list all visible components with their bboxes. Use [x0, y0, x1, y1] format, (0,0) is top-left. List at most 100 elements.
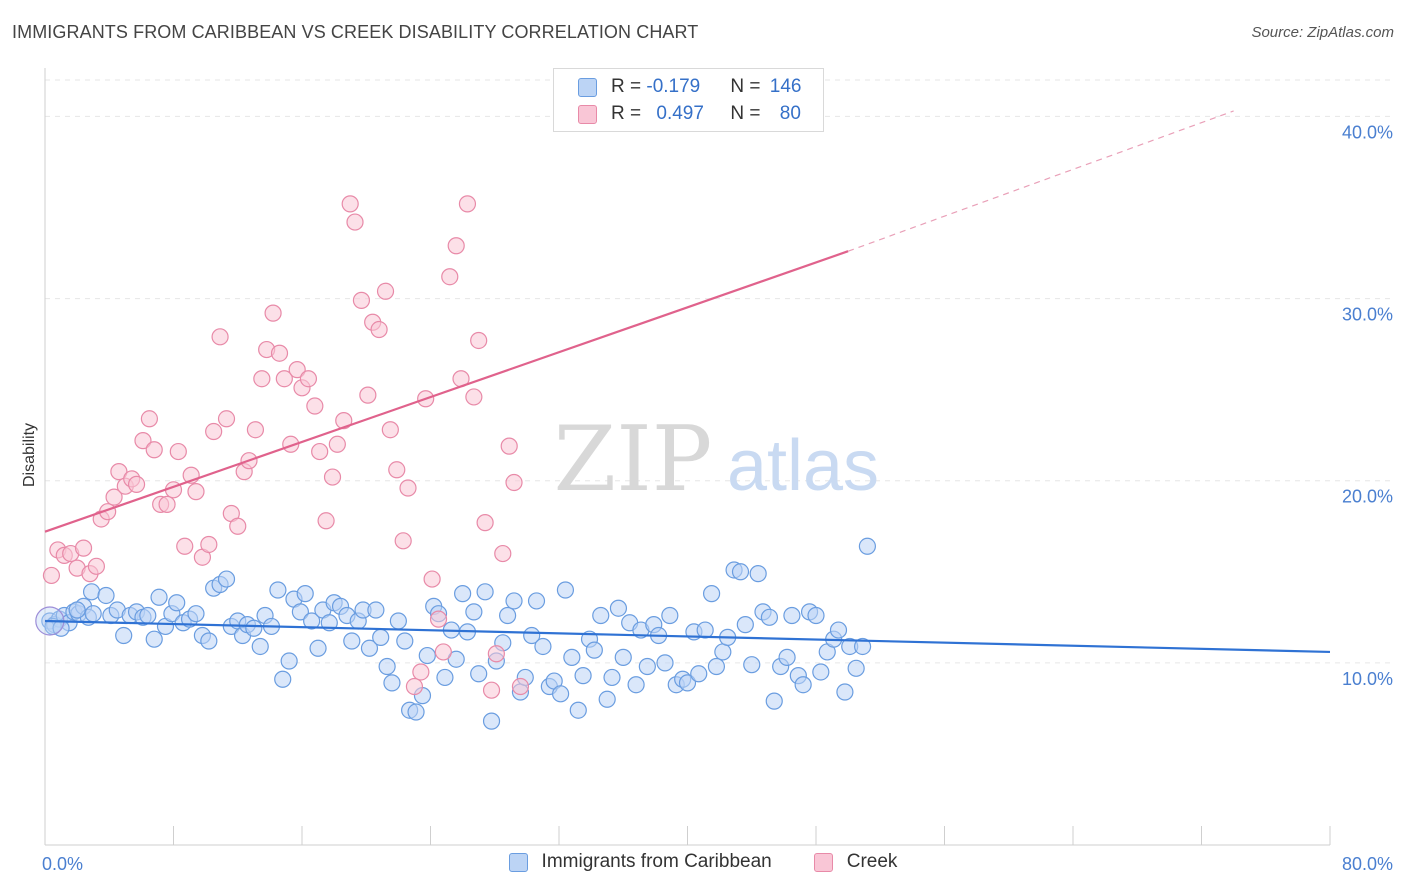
data-point	[470, 331, 488, 350]
series-swatch-caribbean	[508, 852, 528, 872]
data-point	[145, 630, 163, 648]
data-point	[251, 637, 269, 656]
axes	[44, 68, 1331, 846]
data-point	[291, 603, 309, 621]
data-point	[82, 583, 101, 601]
data-point	[264, 304, 282, 322]
y-tick-label: 10.0%	[1342, 669, 1393, 689]
data-point	[614, 648, 632, 666]
data-point	[505, 473, 523, 492]
data-point	[169, 442, 187, 461]
chart-title: IMMIGRANTS FROM CARIBBEAN VS CREEK DISAB…	[12, 22, 699, 42]
data-point	[447, 650, 465, 668]
data-point	[778, 648, 796, 666]
trend-line-0	[44, 619, 1331, 654]
data-point	[187, 483, 205, 501]
data-point	[574, 667, 592, 685]
data-point	[656, 654, 674, 672]
data-point	[702, 585, 721, 603]
data-point	[275, 370, 293, 388]
data-point	[829, 621, 848, 639]
data-point	[563, 648, 581, 666]
data-point	[110, 463, 128, 481]
data-point	[139, 606, 157, 625]
data-point	[176, 537, 194, 555]
x-tick-label: 80.0%	[1342, 854, 1393, 874]
data-point	[270, 344, 289, 362]
data-point	[482, 681, 501, 699]
data-point	[714, 643, 732, 661]
data-point	[783, 606, 801, 625]
data-point	[511, 677, 530, 696]
watermark-zip: ZIP	[554, 407, 713, 512]
series-name-creek: Creek	[846, 851, 898, 872]
series-legend-item-caribbean: Immigrants from Caribbean	[508, 851, 772, 873]
y-tick-label: 30.0%	[1342, 305, 1393, 325]
trend-line-extension-1	[847, 110, 1234, 252]
data-point	[360, 639, 379, 657]
data-point	[246, 421, 265, 439]
data-point	[381, 421, 399, 439]
data-point	[341, 195, 359, 213]
legend-n-value: 146	[769, 76, 802, 97]
data-point	[585, 641, 603, 659]
data-point	[150, 588, 168, 606]
data-point	[731, 563, 750, 581]
data-point	[418, 646, 436, 665]
data-point	[407, 703, 425, 721]
data-point	[378, 657, 396, 676]
data-point	[678, 674, 697, 692]
data-point	[187, 605, 205, 623]
data-point	[389, 612, 407, 630]
data-point	[603, 668, 621, 687]
data-point	[274, 670, 292, 688]
data-point	[134, 432, 152, 450]
data-point	[423, 570, 441, 588]
data-point	[858, 537, 877, 555]
data-point	[482, 712, 501, 730]
legend-r-value: -0.179	[646, 76, 701, 97]
data-point	[527, 592, 546, 610]
data-point	[140, 410, 159, 428]
y-tick-label: 20.0%	[1342, 487, 1393, 507]
data-point	[42, 566, 61, 585]
data-point	[52, 619, 70, 637]
data-point	[476, 514, 494, 532]
data-point	[812, 663, 830, 681]
data-point	[465, 603, 483, 621]
data-point	[84, 605, 102, 623]
data-point	[556, 581, 575, 599]
data-point	[394, 532, 412, 550]
tick-labels: 10.0% 20.0% 30.0% 40.0% 0.0% 80.0%	[42, 122, 1393, 874]
data-point	[323, 468, 342, 486]
data-point	[370, 320, 388, 339]
data-point	[158, 495, 176, 513]
data-point	[487, 645, 505, 663]
data-point	[200, 535, 218, 554]
data-point	[343, 632, 361, 650]
data-point	[303, 612, 321, 630]
data-point	[335, 412, 353, 430]
data-point	[352, 291, 371, 309]
data-point	[592, 606, 610, 625]
series-name-caribbean: Immigrants from Caribbean	[541, 851, 772, 872]
data-point	[127, 475, 146, 493]
data-point	[794, 676, 812, 694]
data-point	[115, 626, 133, 645]
data-point	[505, 592, 523, 610]
source-label: Source: ZipAtlas.com	[1251, 24, 1394, 41]
data-point	[317, 512, 335, 530]
series-legend: Immigrants from Caribbean Creek	[0, 851, 1406, 873]
data-point	[87, 557, 106, 575]
data-point	[388, 461, 406, 479]
data-point	[309, 639, 327, 657]
data-point	[200, 632, 218, 650]
data-point	[168, 594, 186, 612]
data-point	[229, 517, 247, 535]
data-point	[253, 370, 271, 388]
y-axis-label: Disability	[21, 423, 38, 487]
data-point	[494, 544, 512, 563]
data-point	[429, 610, 448, 628]
data-point	[749, 565, 767, 583]
